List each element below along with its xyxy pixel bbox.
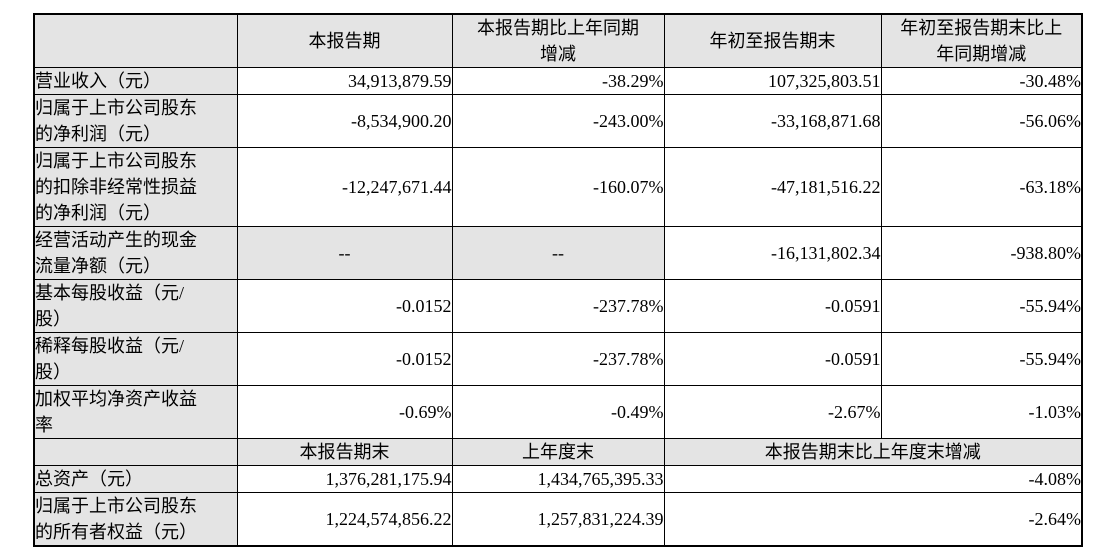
cell-net-profit-current: -8,534,900.20 <box>236 94 453 148</box>
header-row-period: 本报告期 本报告期比上年同期 增减 年初至报告期末 年初至报告期末比上 年同期增… <box>33 13 1083 68</box>
cell-net-profit-yoy: -243.00% <box>451 94 665 148</box>
cell-cash-flow-yoy-na: -- <box>451 226 665 280</box>
cell-net-profit-excl-ytd: -47,181,516.22 <box>663 147 882 227</box>
table-row-basic-eps: 基本每股收益（元/ 股） -0.0152 -237.78% -0.0591 -5… <box>33 279 1083 333</box>
header-prev-year-end: 上年度末 <box>451 438 665 466</box>
row-label-basic-eps: 基本每股收益（元/ 股） <box>33 279 238 333</box>
table-row-revenue: 营业收入（元） 34,913,879.59 -38.29% 107,325,80… <box>33 67 1083 95</box>
header-ytd: 年初至报告期末 <box>663 13 882 68</box>
cell-cash-flow-ytd-yoy: -938.80% <box>880 226 1083 280</box>
cell-total-assets-period-end: 1,376,281,175.94 <box>236 465 453 493</box>
row-label-total-assets: 总资产（元） <box>33 465 238 493</box>
cell-net-profit-ytd: -33,168,871.68 <box>663 94 882 148</box>
header-period-end-change: 本报告期末比上年度末增减 <box>663 438 1083 466</box>
cell-diluted-eps-yoy: -237.78% <box>451 332 665 386</box>
cell-net-profit-excl-current: -12,247,671.44 <box>236 147 453 227</box>
cell-revenue-ytd: 107,325,803.51 <box>663 67 882 95</box>
header2-corner-cell <box>33 438 238 466</box>
row-label-operating-cash-flow: 经营活动产生的现金 流量净额（元） <box>33 226 238 280</box>
row-label-net-profit-excl: 归属于上市公司股东 的扣除非经常性损益 的净利润（元） <box>33 147 238 227</box>
cell-basic-eps-yoy: -237.78% <box>451 279 665 333</box>
table-row-operating-cash-flow: 经营活动产生的现金 流量净额（元） -- -- -16,131,802.34 -… <box>33 226 1083 280</box>
header-ytd-yoy: 年初至报告期末比上 年同期增减 <box>880 13 1083 68</box>
cell-diluted-eps-current: -0.0152 <box>236 332 453 386</box>
cell-owners-equity-change: -2.64% <box>663 492 1083 547</box>
cell-diluted-eps-ytd-yoy: -55.94% <box>880 332 1083 386</box>
table-row-owners-equity: 归属于上市公司股东 的所有者权益（元） 1,224,574,856.22 1,2… <box>33 492 1083 547</box>
cell-owners-equity-prev-year-end: 1,257,831,224.39 <box>451 492 665 547</box>
cell-cash-flow-ytd: -16,131,802.34 <box>663 226 882 280</box>
cell-basic-eps-ytd: -0.0591 <box>663 279 882 333</box>
cell-cash-flow-current-na: -- <box>236 226 453 280</box>
header-current-period-yoy: 本报告期比上年同期 增减 <box>451 13 665 68</box>
cell-revenue-yoy: -38.29% <box>451 67 665 95</box>
cell-net-profit-excl-ytd-yoy: -63.18% <box>880 147 1083 227</box>
row-label-weighted-roe: 加权平均净资产收益 率 <box>33 385 238 439</box>
table-row-net-profit: 归属于上市公司股东 的净利润（元） -8,534,900.20 -243.00%… <box>33 94 1083 148</box>
cell-revenue-ytd-yoy: -30.48% <box>880 67 1083 95</box>
cell-diluted-eps-ytd: -0.0591 <box>663 332 882 386</box>
table-row-diluted-eps: 稀释每股收益（元/ 股） -0.0152 -237.78% -0.0591 -5… <box>33 332 1083 386</box>
cell-net-profit-ytd-yoy: -56.06% <box>880 94 1083 148</box>
table-row-net-profit-excl-nonrecurring: 归属于上市公司股东 的扣除非经常性损益 的净利润（元） -12,247,671.… <box>33 147 1083 227</box>
cell-total-assets-change: -4.08% <box>663 465 1083 493</box>
row-label-diluted-eps: 稀释每股收益（元/ 股） <box>33 332 238 386</box>
cell-basic-eps-ytd-yoy: -55.94% <box>880 279 1083 333</box>
table-row-total-assets: 总资产（元） 1,376,281,175.94 1,434,765,395.33… <box>33 465 1083 493</box>
row-label-revenue: 营业收入（元） <box>33 67 238 95</box>
row-label-net-profit: 归属于上市公司股东 的净利润（元） <box>33 94 238 148</box>
cell-weighted-roe-ytd: -2.67% <box>663 385 882 439</box>
header-row-period-end: 本报告期末 上年度末 本报告期末比上年度末增减 <box>33 438 1083 466</box>
cell-basic-eps-current: -0.0152 <box>236 279 453 333</box>
header-current-period: 本报告期 <box>236 13 453 68</box>
row-label-owners-equity: 归属于上市公司股东 的所有者权益（元） <box>33 492 238 547</box>
cell-weighted-roe-yoy: -0.49% <box>451 385 665 439</box>
cell-revenue-current: 34,913,879.59 <box>236 67 453 95</box>
table-row-weighted-roe: 加权平均净资产收益 率 -0.69% -0.49% -2.67% -1.03% <box>33 385 1083 439</box>
cell-owners-equity-period-end: 1,224,574,856.22 <box>236 492 453 547</box>
financial-indicators-table: 本报告期 本报告期比上年同期 增减 年初至报告期末 年初至报告期末比上 年同期增… <box>33 13 1083 547</box>
header-corner-cell <box>33 13 238 68</box>
header-period-end: 本报告期末 <box>236 438 453 466</box>
cell-weighted-roe-current: -0.69% <box>236 385 453 439</box>
cell-net-profit-excl-yoy: -160.07% <box>451 147 665 227</box>
cell-weighted-roe-ytd-yoy: -1.03% <box>880 385 1083 439</box>
cell-total-assets-prev-year-end: 1,434,765,395.33 <box>451 465 665 493</box>
